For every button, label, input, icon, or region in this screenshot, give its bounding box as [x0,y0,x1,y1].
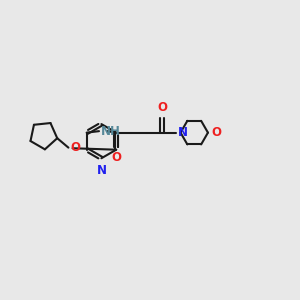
Text: O: O [70,141,80,154]
Text: O: O [157,101,167,114]
Text: N: N [178,126,188,139]
Text: NH: NH [100,125,120,138]
Text: O: O [111,151,121,164]
Text: N: N [96,164,106,176]
Text: O: O [211,126,221,139]
